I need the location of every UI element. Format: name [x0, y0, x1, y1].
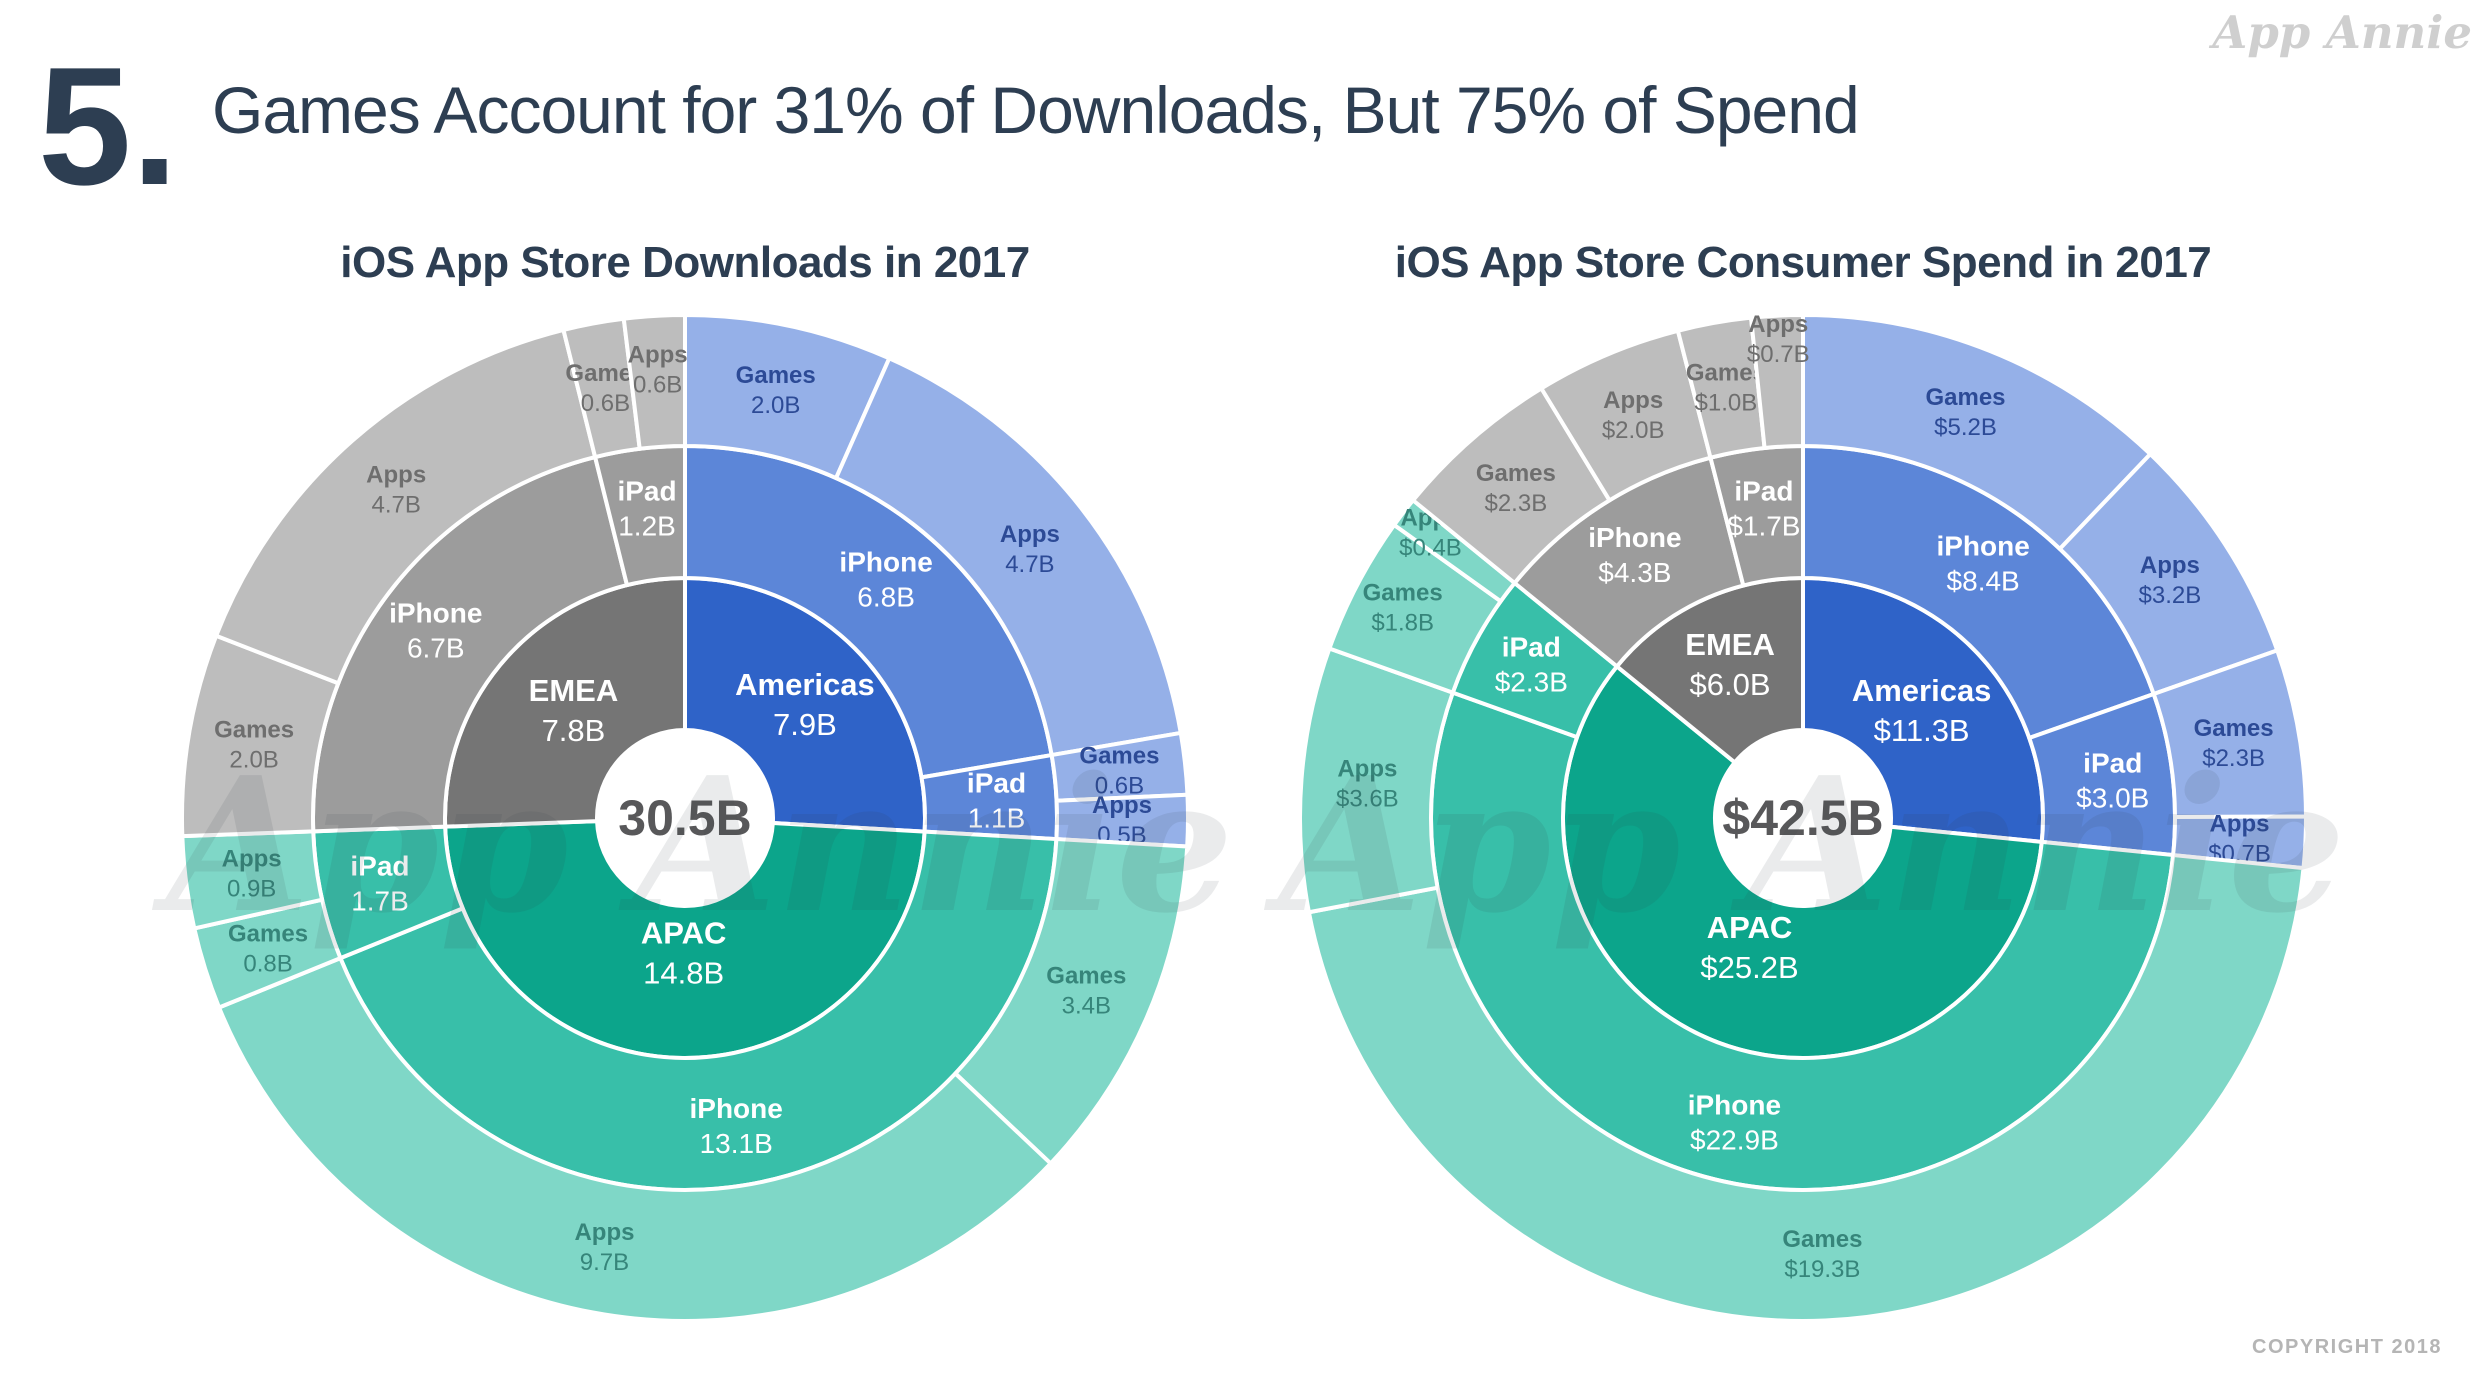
- device-arc-emea-iphone-label-value: $4.3B: [1598, 557, 1671, 588]
- device-arc-apac-ipad-label-value: $2.3B: [1495, 667, 1568, 698]
- category-arc-apac-ipad-games-label-value: 0.8B: [243, 950, 292, 977]
- category-arc-emea-iphone-games-label-name: Games: [1476, 460, 1556, 487]
- region-arc-apac-label-value: $25.2B: [1700, 950, 1798, 985]
- spend-sunburst-chart: Games $5.2B Apps $3.2B iPhone $8.4B Games $2.3B…: [1298, 313, 2308, 1323]
- category-arc-apac-ipad-apps-label-value: 0.9B: [227, 876, 276, 903]
- device-arc-americas-ipad-label-name: iPad: [2083, 748, 2142, 779]
- device-arc-americas-iphone-label-name: iPhone: [839, 546, 932, 577]
- region-arc-emea-label-name: EMEA: [529, 673, 619, 708]
- app-annie-logo: App Annie: [2212, 6, 2472, 59]
- device-arc-emea-iphone-label-value: 6.7B: [407, 632, 465, 663]
- category-arc-emea-ipad-games-label-name: Games: [1686, 359, 1766, 386]
- center-circle: [1715, 730, 1891, 906]
- center-total-label: 30.5B: [618, 790, 751, 846]
- device-arc-americas-iphone-label-value: 6.8B: [857, 581, 915, 612]
- region-arc-emea-label-value: $6.0B: [1690, 667, 1771, 702]
- region-arc-americas-label-value: $11.3B: [1874, 713, 1970, 748]
- category-arc-emea-ipad-games-label-value: 0.6B: [581, 390, 630, 417]
- device-arc-americas-iphone-label-value: $8.4B: [1947, 565, 2020, 596]
- region-arc-emea-label-value: 7.8B: [542, 713, 606, 748]
- category-arc-americas-ipad-games-label-value: $2.3B: [2202, 745, 2265, 772]
- center-circle: [597, 730, 773, 906]
- region-arc-apac-label-value: 14.8B: [643, 955, 724, 990]
- category-arc-emea-iphone-apps-label-name: Apps: [366, 462, 426, 489]
- device-arc-emea-ipad-label-name: iPad: [1734, 475, 1793, 506]
- category-arc-apac-ipad-apps-label-name: Apps: [222, 846, 282, 873]
- category-arc-apac-iphone-games: [1306, 853, 2306, 1323]
- category-arc-emea-ipad-apps: [621, 313, 687, 451]
- downloads-chart-figure: iOS App Store Downloads in 2017 Games 2.0…: [180, 238, 1190, 1338]
- category-arc-apac-iphone-apps: [217, 956, 1053, 1323]
- device-arc-apac-iphone-label-value: $22.9B: [1690, 1124, 1779, 1155]
- device-arc-americas-ipad-label-value: $3.0B: [2076, 783, 2149, 814]
- category-arc-emea-ipad-apps-label-value: 0.6B: [633, 371, 682, 398]
- category-arc-apac-ipad-apps-label-value: $0.4B: [1399, 535, 1462, 562]
- spend-chart-figure: iOS App Store Consumer Spend in 2017 Gam…: [1298, 238, 2308, 1338]
- device-arc-emea-iphone-label-name: iPhone: [1588, 522, 1681, 553]
- category-arc-apac-iphone-games-label-value: $19.3B: [1784, 1256, 1860, 1283]
- device-arc-emea-ipad-label-value: $1.7B: [1727, 510, 1800, 541]
- category-arc-emea-iphone-apps-label-value: $2.0B: [1602, 417, 1665, 444]
- category-arc-apac-iphone-apps-label-value: 9.7B: [580, 1249, 629, 1276]
- copyright-text: COPYRIGHT 2018: [2252, 1336, 2442, 1358]
- device-arc-emea-ipad-label-name: iPad: [617, 475, 676, 506]
- category-arc-emea-ipad-apps-label-name: Apps: [1748, 313, 1808, 338]
- device-arc-apac-ipad-label-name: iPad: [1502, 632, 1561, 663]
- category-arc-americas-iphone-games-label-name: Games: [736, 362, 816, 389]
- spend-chart-title: iOS App Store Consumer Spend in 2017: [1394, 238, 2212, 287]
- device-arc-americas-ipad-label-value: 1.1B: [968, 802, 1026, 833]
- device-arc-americas-ipad-label-name: iPad: [967, 767, 1026, 798]
- category-arc-apac-iphone-games-label-name: Games: [1046, 962, 1126, 989]
- category-arc-apac-ipad-games-label-value: $1.8B: [1371, 610, 1434, 637]
- category-arc-emea-iphone-games-label-value: $2.3B: [1484, 490, 1547, 517]
- category-arc-americas-iphone-apps-label-name: Apps: [1000, 521, 1060, 548]
- region-arc-americas-label-name: Americas: [1852, 673, 1992, 708]
- category-arc-emea-iphone-apps-label-value: 4.7B: [371, 492, 420, 519]
- category-arc-apac-iphone-games-label-name: Games: [1782, 1226, 1862, 1253]
- category-arc-americas-iphone-apps-label-name: Apps: [2140, 552, 2200, 579]
- device-arc-americas-iphone-label-name: iPhone: [1936, 530, 2029, 561]
- category-arc-emea-ipad-apps-label-value: $0.7B: [1747, 341, 1810, 368]
- category-arc-emea-iphone-games-label-name: Games: [214, 717, 294, 744]
- category-arc-americas-iphone-games-label-name: Games: [1925, 384, 2005, 411]
- category-arc-apac-iphone-apps-label-name: Apps: [1337, 756, 1397, 783]
- page-title: Games Account for 31% of Downloads, But …: [212, 73, 1860, 147]
- category-arc-americas-ipad-games-label-name: Games: [2194, 715, 2274, 742]
- category-arc-apac-ipad-games-label-name: Games: [228, 920, 308, 947]
- category-arc-americas-iphone-games-label-value: 2.0B: [751, 392, 800, 419]
- category-arc-apac-iphone-apps-label-value: $3.6B: [1336, 786, 1399, 813]
- region-arc-americas-label-value: 7.9B: [773, 707, 837, 742]
- device-arc-apac-iphone-label-name: iPhone: [1688, 1089, 1781, 1120]
- region-arc-apac-label-name: APAC: [641, 915, 727, 950]
- center-total-label: $42.5B: [1722, 790, 1883, 846]
- category-arc-apac-ipad-games-label-name: Games: [1363, 580, 1443, 607]
- downloads-sunburst-chart: Games2.0BApps4.7BiPhone6.8BGames0.6BApps…: [180, 313, 1190, 1323]
- device-arc-apac-ipad-label-name: iPad: [350, 850, 409, 881]
- device-arc-apac-iphone-label-name: iPhone: [690, 1093, 783, 1124]
- region-arc-apac-label-name: APAC: [1707, 910, 1793, 945]
- category-arc-emea-ipad-apps-label-name: Apps: [628, 341, 688, 368]
- device-arc-emea-iphone-label-name: iPhone: [389, 597, 482, 628]
- category-arc-emea-ipad-apps: [1749, 313, 1806, 450]
- downloads-chart-title: iOS App Store Downloads in 2017: [340, 238, 1030, 287]
- category-arc-americas-iphone-apps-label-value: $3.2B: [2139, 582, 2202, 609]
- device-arc-emea-ipad-label-value: 1.2B: [618, 510, 676, 541]
- region-arc-emea-label-name: EMEA: [1685, 627, 1775, 662]
- category-arc-emea-ipad-games-label-value: $1.0B: [1695, 389, 1758, 416]
- category-arc-americas-iphone-apps-label-value: 4.7B: [1005, 551, 1054, 578]
- category-arc-americas-iphone-games-label-value: $5.2B: [1934, 414, 1997, 441]
- device-arc-apac-iphone-label-value: 13.1B: [700, 1128, 773, 1159]
- category-arc-americas-ipad-games-label-name: Games: [1079, 742, 1159, 769]
- category-arc-apac-iphone-games-label-value: 3.4B: [1062, 992, 1111, 1019]
- region-arc-americas-label-name: Americas: [735, 667, 875, 702]
- category-arc-americas-ipad-apps-label-name: Apps: [2209, 811, 2269, 838]
- category-arc-emea-iphone-apps-label-name: Apps: [1603, 387, 1663, 414]
- category-arc-apac-iphone-apps-label-name: Apps: [574, 1219, 634, 1246]
- category-arc-americas-ipad-apps-label-name: Apps: [1092, 792, 1152, 819]
- category-arc-emea-iphone-games-label-value: 2.0B: [229, 747, 278, 774]
- device-arc-apac-ipad-label-value: 1.7B: [351, 885, 409, 916]
- slide-number: 5.: [38, 32, 179, 220]
- category-arc-americas-ipad-games-label-value: 0.6B: [1095, 772, 1144, 799]
